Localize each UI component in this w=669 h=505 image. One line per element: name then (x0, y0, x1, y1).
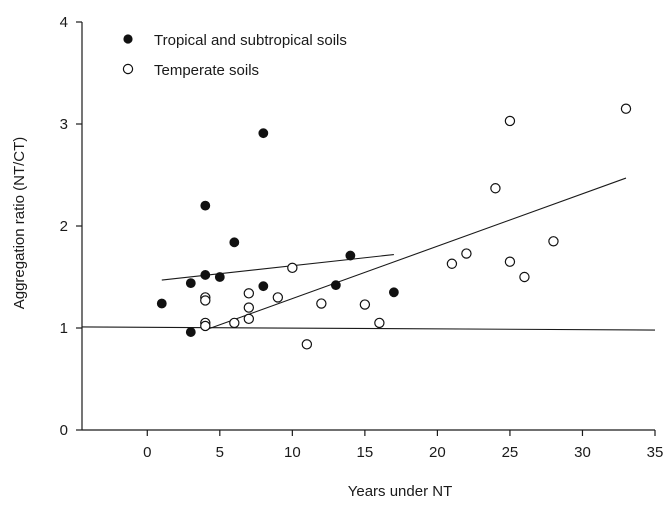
point-series-0-10 (345, 250, 356, 261)
y-tick-label-3: 3 (60, 116, 68, 133)
point-series-0-7 (258, 128, 269, 139)
y-tick-label-0: 0 (60, 422, 68, 439)
point-series-1-1 (200, 295, 211, 306)
point-series-0-8 (258, 281, 269, 292)
x-tick-label-4: 20 (429, 444, 446, 461)
point-series-1-5 (243, 288, 255, 299)
point-series-1-9 (287, 262, 298, 274)
point-series-1-6 (243, 302, 255, 313)
trend-line-series-1 (205, 177, 627, 331)
point-series-0-0 (156, 298, 167, 309)
legend: Tropical and subtropical soils Temperate… (122, 32, 347, 79)
point-series-1-18 (504, 256, 516, 267)
point-series-0-1 (185, 327, 196, 337)
legend-marker-temperate (122, 63, 134, 75)
legend-item-temperate: Temperate soils (122, 62, 259, 79)
point-series-1-7 (243, 313, 255, 325)
point-series-1-15 (461, 248, 472, 259)
plot-area (81, 103, 656, 350)
point-series-1-13 (374, 317, 385, 329)
y-tick-label-1: 1 (60, 320, 68, 337)
y-axis-title: Aggregation ratio (NT/CT) (11, 137, 28, 310)
point-series-0-2 (185, 278, 196, 289)
point-series-1-21 (620, 103, 632, 114)
point-series-1-12 (359, 299, 371, 310)
x-tick-label-0: 0 (143, 444, 151, 461)
legend-item-tropical: Tropical and subtropical soils (123, 32, 347, 49)
x-ticks: 0 5 10 15 20 25 30 35 (143, 430, 663, 461)
point-series-0-3 (200, 200, 211, 211)
y-ticks: 0 1 2 3 4 (60, 14, 82, 439)
x-axis-title: Years under NT (348, 483, 453, 500)
point-series-0-11 (388, 287, 399, 298)
point-series-1-19 (519, 271, 530, 283)
point-series-1-8 (272, 292, 284, 303)
y-tick-label-2: 2 (60, 218, 68, 235)
trend-line-series-0 (161, 254, 394, 281)
axes: 0 1 2 3 4 0 5 10 15 20 25 30 35 Years under NT Aggr… (11, 14, 663, 500)
point-series-1-10 (301, 339, 313, 350)
x-tick-label-7: 35 (647, 444, 664, 461)
x-tick-label-5: 25 (502, 444, 519, 461)
point-series-1-14 (446, 258, 458, 269)
legend-label-temperate: Temperate soils (154, 62, 259, 79)
x-tick-label-2: 10 (284, 444, 301, 461)
point-series-0-9 (330, 280, 341, 291)
point-series-1-20 (548, 236, 559, 247)
x-tick-label-6: 30 (574, 444, 591, 461)
point-series-0-4 (200, 270, 211, 280)
point-series-0-6 (229, 237, 240, 248)
reference-line (81, 326, 656, 331)
point-series-0-5 (214, 272, 225, 282)
x-tick-label-1: 5 (216, 444, 224, 461)
point-series-1-3 (200, 320, 211, 332)
point-series-1-4 (229, 317, 240, 329)
legend-marker-tropical (123, 34, 133, 44)
point-series-1-16 (490, 183, 501, 194)
legend-label-tropical: Tropical and subtropical soils (154, 32, 347, 49)
y-tick-label-4: 4 (60, 14, 68, 31)
point-series-1-17 (504, 115, 516, 127)
point-series-1-11 (316, 298, 327, 309)
x-tick-label-3: 15 (357, 444, 374, 461)
